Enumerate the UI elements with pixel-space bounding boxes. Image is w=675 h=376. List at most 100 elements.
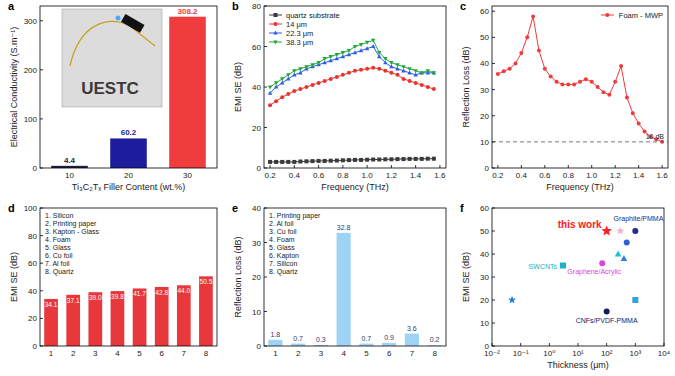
y-tick-label: 0 bbox=[485, 164, 490, 173]
y-tick-label: 0 bbox=[33, 342, 38, 351]
point bbox=[621, 255, 628, 261]
data-label: 39.8 bbox=[111, 293, 124, 300]
data-label: 60.2 bbox=[121, 128, 137, 137]
y-axis-label: EMI SE (dB) bbox=[461, 252, 471, 302]
legend-label: 22.3 μm bbox=[286, 29, 313, 38]
panel: quartz substrate14 μm22.3 μm38.3 μm02040… bbox=[232, 0, 446, 192]
y-tick bbox=[40, 263, 43, 264]
y-tick bbox=[492, 11, 495, 12]
marker bbox=[566, 82, 570, 86]
marker bbox=[274, 81, 278, 85]
list-item: 6. Kapton bbox=[269, 252, 299, 260]
y-tick-label: 30 bbox=[480, 273, 489, 282]
x-tick-label: 0.6 bbox=[313, 171, 325, 180]
x-tick bbox=[638, 165, 639, 168]
plot-area bbox=[508, 225, 638, 314]
x-tick-label: 1.2 bbox=[610, 171, 622, 180]
y-tick bbox=[492, 277, 495, 278]
marker bbox=[560, 82, 564, 86]
marker bbox=[408, 79, 412, 83]
y-tick bbox=[492, 208, 495, 209]
legend-marker bbox=[273, 40, 277, 44]
y-tick-label: 60 bbox=[480, 204, 489, 213]
marker bbox=[420, 83, 424, 87]
y-tick bbox=[264, 168, 267, 169]
plot-area bbox=[51, 17, 206, 168]
y-tick bbox=[492, 231, 495, 232]
list-item: 6. Cu foil bbox=[45, 252, 73, 259]
marker bbox=[590, 80, 594, 84]
marker bbox=[311, 159, 315, 163]
x-axis-label: Frequency (THz) bbox=[321, 182, 389, 192]
x-tick-label: 1.4 bbox=[633, 171, 645, 180]
legend-marker bbox=[274, 13, 278, 17]
panel: 34.137.139.039.841.742.844.050.512345678… bbox=[8, 202, 217, 358]
line bbox=[270, 47, 434, 94]
x-tick bbox=[520, 343, 521, 346]
marker bbox=[268, 85, 272, 89]
plot-area bbox=[268, 233, 441, 346]
data-label: 37.1 bbox=[67, 297, 80, 304]
list-item: 4. Foam bbox=[45, 236, 71, 243]
legend-label: 14 μm bbox=[286, 20, 307, 29]
x-tick bbox=[415, 165, 416, 168]
marker bbox=[365, 46, 369, 50]
legend-label: 38.3 μm bbox=[286, 38, 313, 47]
y-tick-label: 60 bbox=[28, 259, 37, 268]
y-tick-label: 40 bbox=[252, 83, 261, 92]
inset-text: UESTC bbox=[81, 79, 139, 98]
point-label: Graphite/PMMA bbox=[614, 215, 664, 223]
marker bbox=[543, 67, 547, 71]
marker bbox=[322, 57, 326, 61]
y-tick bbox=[492, 254, 495, 255]
marker bbox=[323, 79, 327, 83]
y-tick-label: 30 bbox=[480, 86, 489, 95]
marker bbox=[292, 160, 296, 164]
marker bbox=[389, 157, 393, 161]
marker bbox=[365, 158, 369, 162]
y-axis-label: Reflection Loss (dB) bbox=[461, 46, 471, 127]
bar bbox=[44, 299, 58, 346]
y-tick bbox=[40, 318, 43, 319]
tick-label: 8 bbox=[432, 349, 437, 358]
y-tick bbox=[264, 208, 267, 209]
x-tick-label: 0.4 bbox=[289, 171, 301, 180]
bar bbox=[110, 138, 147, 168]
y-tick bbox=[264, 46, 267, 47]
list-item: 7. Al foil bbox=[45, 260, 70, 267]
x-tick-label: 0.2 bbox=[265, 171, 277, 180]
y-tick bbox=[40, 69, 43, 70]
line bbox=[270, 40, 434, 87]
y-tick-label: 100 bbox=[24, 115, 38, 124]
x-axis-label: Frequency (THz) bbox=[546, 182, 614, 192]
frame bbox=[264, 6, 446, 168]
marker bbox=[596, 85, 600, 89]
marker bbox=[353, 158, 357, 162]
y-tick-label: 20 bbox=[28, 314, 37, 323]
marker bbox=[347, 158, 351, 162]
marker bbox=[619, 64, 623, 68]
legend-marker bbox=[274, 22, 278, 26]
bar bbox=[405, 334, 419, 346]
marker bbox=[317, 81, 321, 85]
labels: 4.460.2308.2102030 bbox=[64, 7, 198, 180]
bar bbox=[169, 17, 206, 168]
list-item: 2. Al foil bbox=[269, 220, 294, 227]
marker bbox=[549, 75, 553, 79]
bar bbox=[111, 291, 125, 346]
marker bbox=[268, 103, 272, 107]
marker bbox=[280, 160, 284, 164]
marker bbox=[420, 157, 424, 161]
y-tick bbox=[264, 127, 267, 128]
marker bbox=[274, 160, 278, 164]
marker bbox=[426, 157, 430, 161]
x-tick bbox=[497, 165, 498, 168]
x-tick bbox=[664, 343, 665, 346]
tick-label: 7 bbox=[182, 349, 187, 358]
plot-area bbox=[44, 276, 213, 346]
y-tick bbox=[264, 242, 267, 243]
tick-label: 1 bbox=[49, 349, 54, 358]
marker bbox=[323, 159, 327, 163]
x-tick-label: 10⁴ bbox=[658, 349, 671, 358]
data-label: 0.7 bbox=[293, 335, 303, 342]
